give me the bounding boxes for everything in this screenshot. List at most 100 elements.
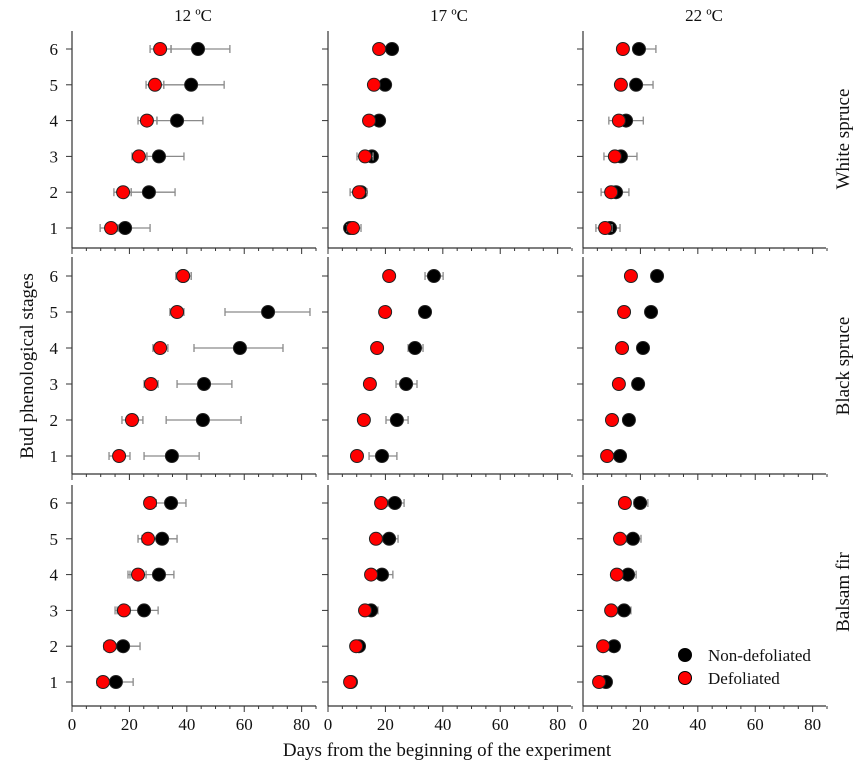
x-tick-label: 20 <box>121 715 138 734</box>
panel-white-spruce-12c: 1 2 3 4 5 6 <box>50 31 317 254</box>
x-axis-label: Days from the beginning of the experimen… <box>283 740 612 761</box>
data-point <box>151 149 166 164</box>
data-point <box>153 341 168 355</box>
data-point <box>112 449 127 463</box>
data-point <box>426 269 441 283</box>
data-point <box>151 567 166 582</box>
panel-white-spruce-17c <box>322 31 573 254</box>
data-point <box>374 449 389 463</box>
series-non-defoliated <box>368 269 444 463</box>
data-point <box>104 221 119 235</box>
row-title-black-spruce: Black spruce <box>833 317 854 416</box>
data-point <box>362 377 377 391</box>
data-point <box>621 413 636 427</box>
y-tick-label: 1 <box>50 447 59 466</box>
data-point <box>131 567 146 582</box>
y-tick-label: 1 <box>50 673 59 692</box>
series-defoliated <box>345 42 387 235</box>
data-point <box>191 42 206 56</box>
data-point <box>372 42 387 56</box>
x-tick-label: 40 <box>434 715 451 734</box>
x-tick-label: 40 <box>178 715 195 734</box>
data-point <box>387 496 402 510</box>
data-point <box>356 413 371 427</box>
x-tick-label: 20 <box>632 715 649 734</box>
data-point <box>385 42 400 56</box>
data-point <box>629 77 644 92</box>
series-non-defoliated <box>143 269 311 463</box>
data-point <box>102 639 117 654</box>
data-point <box>399 377 414 391</box>
data-point <box>370 341 385 355</box>
data-point <box>345 221 360 235</box>
series-defoliated <box>96 496 158 689</box>
data-point <box>131 149 146 164</box>
series-defoliated <box>343 496 389 689</box>
data-point <box>613 449 628 463</box>
data-point <box>623 269 638 283</box>
data-point <box>143 377 158 391</box>
data-point <box>108 675 123 689</box>
data-point <box>197 377 212 391</box>
data-point <box>358 603 373 618</box>
data-point <box>141 185 156 200</box>
data-point <box>604 185 619 200</box>
data-point <box>184 77 199 92</box>
data-point <box>611 113 626 128</box>
x-tick-label: 80 <box>293 715 310 734</box>
y-tick-label: 3 <box>50 601 59 620</box>
data-point <box>613 531 628 546</box>
data-point <box>617 305 632 319</box>
row-title-balsam-fir: Balsam fir <box>833 551 854 631</box>
legend-label-non-defoliated: Non-defoliated <box>708 646 811 665</box>
data-point <box>358 149 373 164</box>
legend-label-defoliated: Defoliated <box>708 669 780 688</box>
panel-black-spruce-22c <box>577 257 828 480</box>
data-point <box>170 305 185 319</box>
data-point <box>596 639 611 654</box>
data-point <box>374 496 389 510</box>
data-point <box>633 496 648 510</box>
series-non-defoliated <box>598 496 649 689</box>
data-point <box>650 269 665 283</box>
col-title-22: 22 ºC <box>685 6 723 25</box>
data-point <box>617 603 632 618</box>
panel-balsam-fir-17c: 0 20 40 60 80 <box>322 485 573 734</box>
data-point <box>366 77 381 92</box>
y-tick-label: 3 <box>50 147 59 166</box>
row-titles: White spruce Black spruce Balsam fir <box>833 89 854 632</box>
x-tick-label: 60 <box>492 715 509 734</box>
legend: Non-defoliated Defoliated <box>678 646 811 688</box>
data-point <box>382 531 397 546</box>
data-point <box>176 269 191 283</box>
y-axis-label: Bud phenological stages <box>17 273 38 459</box>
data-point <box>600 449 615 463</box>
x-tick-label: 80 <box>549 715 566 734</box>
data-point <box>635 341 650 355</box>
data-point <box>141 531 156 546</box>
panel-balsam-fir-22c: 0 20 40 60 80 <box>577 485 828 734</box>
data-point <box>631 377 646 391</box>
data-point <box>139 113 154 128</box>
data-point <box>352 185 367 200</box>
data-point <box>613 77 628 92</box>
data-point <box>155 531 170 546</box>
data-point <box>617 496 632 510</box>
data-point <box>124 413 139 427</box>
data-point <box>96 675 111 689</box>
data-point <box>116 603 131 618</box>
series-non-defoliated <box>96 496 187 689</box>
data-point <box>349 639 364 654</box>
col-title-17: 17 ºC <box>430 6 468 25</box>
data-point <box>607 149 622 164</box>
series-non-defoliated <box>343 496 405 689</box>
legend-marker-defoliated <box>678 671 692 685</box>
y-tick-label: 4 <box>50 339 59 358</box>
series-defoliated <box>592 496 632 689</box>
series-defoliated <box>108 269 192 463</box>
series-non-defoliated <box>117 42 231 235</box>
data-point <box>378 305 393 319</box>
data-point <box>604 413 619 427</box>
data-point <box>364 567 379 582</box>
y-tick-label: 4 <box>50 566 59 585</box>
